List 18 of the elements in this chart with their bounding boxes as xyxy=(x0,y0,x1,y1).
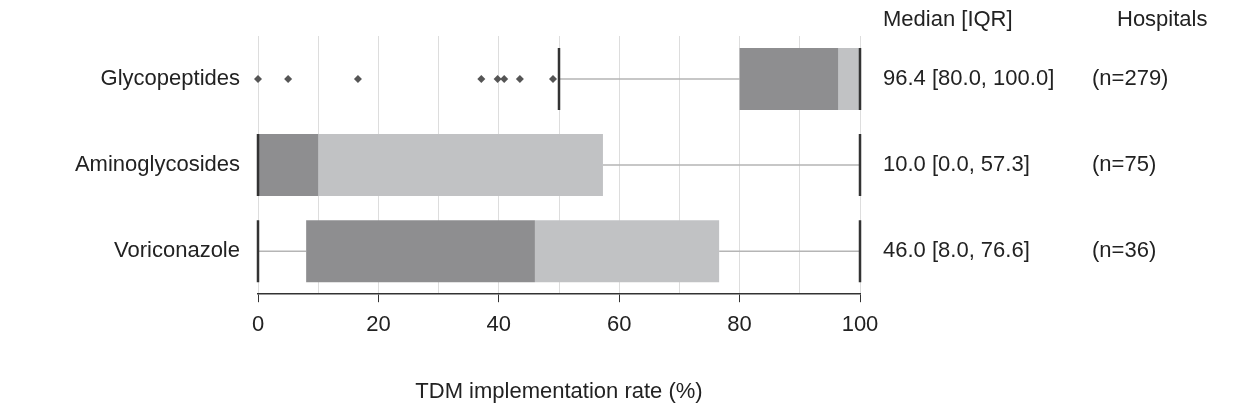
text: 10.0 [0.0, 57.3] xyxy=(883,151,1030,177)
text: Median [IQR] xyxy=(883,6,1013,32)
text: Hospitals xyxy=(1117,6,1208,32)
x-tick-label: 40 xyxy=(486,311,512,337)
x-tick-label: 80 xyxy=(727,311,752,337)
x-tick-label: 60 xyxy=(606,311,632,337)
text: 96.4 [80.0, 100.0] xyxy=(883,65,1055,91)
x-axis-title: TDM implementation rate (%) xyxy=(415,377,703,403)
text: 46.0 [8.0, 76.6] xyxy=(883,237,1030,263)
y-tick-label: Voriconazole xyxy=(114,237,240,263)
text: (n=279) xyxy=(1092,65,1169,91)
text: (n=36) xyxy=(1092,237,1157,263)
x-tick-label: 20 xyxy=(366,311,391,337)
text: (n=75) xyxy=(1092,151,1157,177)
x-tick-label: 0 xyxy=(251,311,265,337)
y-tick-label: Aminoglycosides xyxy=(74,151,240,177)
y-tick-label: Glycopeptides xyxy=(100,65,240,91)
x-tick-label: 100 xyxy=(841,311,879,337)
